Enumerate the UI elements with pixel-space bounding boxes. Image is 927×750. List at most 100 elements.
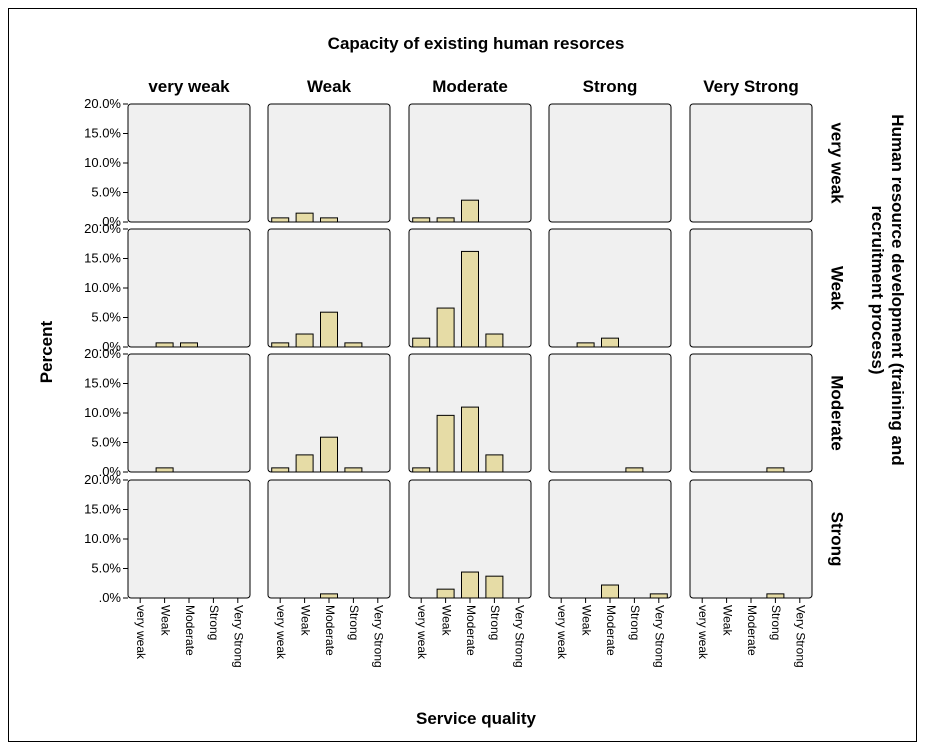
bar bbox=[436, 307, 455, 348]
bar bbox=[485, 575, 504, 599]
y-tick-label: 10.0% bbox=[84, 405, 121, 420]
x-tick-label: very weak bbox=[696, 605, 710, 660]
x-tick-label: Moderate bbox=[323, 605, 337, 656]
column-header: Very Strong bbox=[703, 77, 798, 96]
y-tick-label: .0% bbox=[99, 464, 122, 479]
x-tick-label: very weak bbox=[134, 605, 148, 660]
panel bbox=[548, 228, 672, 348]
bar bbox=[295, 333, 314, 348]
bar bbox=[412, 467, 431, 473]
row-title: Human resource development (training and… bbox=[868, 114, 907, 465]
bar bbox=[344, 342, 363, 348]
bar bbox=[485, 454, 504, 473]
panel bbox=[127, 353, 251, 473]
x-tick-label: Strong bbox=[488, 605, 502, 640]
bar bbox=[271, 467, 290, 473]
bar bbox=[155, 467, 174, 473]
panel bbox=[127, 228, 251, 348]
y-tick-label: 20.0% bbox=[84, 472, 121, 487]
y-tick-label: 15.0% bbox=[84, 502, 121, 517]
x-tick-label: Moderate bbox=[604, 605, 618, 656]
bar bbox=[295, 454, 314, 473]
x-tick-label: Moderate bbox=[745, 605, 759, 656]
bar bbox=[766, 593, 785, 599]
y-tick-label: 5.0% bbox=[91, 435, 121, 450]
bar bbox=[436, 588, 455, 599]
y-tick-label: 10.0% bbox=[84, 531, 121, 546]
bar bbox=[320, 311, 338, 348]
bar bbox=[461, 571, 479, 599]
bar bbox=[461, 199, 479, 223]
bar bbox=[155, 342, 174, 348]
x-tick-label: very weak bbox=[555, 605, 569, 660]
x-tick-label: Weak bbox=[439, 605, 453, 636]
bar bbox=[601, 337, 619, 348]
bar bbox=[344, 467, 363, 473]
y-tick-label: 15.0% bbox=[84, 251, 121, 266]
x-tick-label: Very Strong bbox=[653, 605, 667, 668]
column-header: Strong bbox=[583, 77, 638, 96]
chart-title: Capacity of existing human resorces bbox=[328, 34, 625, 53]
column-header: Weak bbox=[307, 77, 352, 96]
panel bbox=[689, 479, 813, 599]
panel bbox=[548, 353, 672, 473]
x-tick-label: Very Strong bbox=[372, 605, 386, 668]
y-tick-label: 5.0% bbox=[91, 185, 121, 200]
y-tick-label: .0% bbox=[99, 339, 122, 354]
bar bbox=[271, 217, 290, 223]
y-axis-label: Percent bbox=[37, 320, 56, 383]
bar bbox=[320, 436, 338, 473]
bar bbox=[625, 467, 644, 473]
bar bbox=[461, 406, 479, 473]
row-header: Weak bbox=[828, 266, 847, 311]
bar bbox=[271, 342, 290, 348]
x-tick-label: very weak bbox=[274, 605, 288, 660]
x-tick-label: Strong bbox=[628, 605, 642, 640]
x-tick-label: Strong bbox=[207, 605, 221, 640]
panel bbox=[267, 479, 391, 599]
panel bbox=[127, 103, 251, 223]
panel bbox=[548, 103, 672, 223]
x-tick-label: Very Strong bbox=[232, 605, 246, 668]
bar bbox=[766, 467, 785, 473]
column-header: Moderate bbox=[432, 77, 508, 96]
y-tick-label: 15.0% bbox=[84, 376, 121, 391]
y-tick-label: .0% bbox=[99, 214, 122, 229]
x-tick-label: Very Strong bbox=[794, 605, 808, 668]
bar bbox=[601, 584, 619, 599]
panel bbox=[548, 479, 672, 599]
x-tick-label: Weak bbox=[579, 605, 593, 636]
x-tick-label: Weak bbox=[720, 605, 734, 636]
x-tick-label: Moderate bbox=[183, 605, 197, 656]
bar bbox=[436, 414, 455, 473]
panel bbox=[689, 353, 813, 473]
bar bbox=[576, 342, 595, 348]
column-header: very weak bbox=[148, 77, 230, 96]
bar bbox=[412, 217, 431, 223]
row-header: Strong bbox=[828, 512, 847, 567]
bar bbox=[436, 217, 455, 223]
x-tick-label: Strong bbox=[347, 605, 361, 640]
y-tick-label: 20.0% bbox=[84, 346, 121, 361]
panel bbox=[689, 228, 813, 348]
y-tick-label: 20.0% bbox=[84, 96, 121, 111]
bar bbox=[180, 342, 198, 348]
x-tick-label: Strong bbox=[769, 605, 783, 640]
x-tick-label: Moderate bbox=[464, 605, 478, 656]
y-tick-label: 5.0% bbox=[91, 310, 121, 325]
bar bbox=[320, 217, 338, 223]
bar bbox=[649, 593, 668, 599]
panel bbox=[689, 103, 813, 223]
x-tick-label: Weak bbox=[298, 605, 312, 636]
chart-frame bbox=[8, 8, 917, 742]
bar bbox=[412, 337, 431, 348]
bar bbox=[320, 593, 338, 599]
x-axis-label: Service quality bbox=[416, 709, 537, 728]
y-tick-label: 20.0% bbox=[84, 221, 121, 236]
y-tick-label: 10.0% bbox=[84, 155, 121, 170]
row-header: very weak bbox=[828, 122, 847, 204]
y-tick-label: .0% bbox=[99, 590, 122, 605]
x-tick-label: very weak bbox=[415, 605, 429, 660]
bar bbox=[461, 250, 479, 348]
